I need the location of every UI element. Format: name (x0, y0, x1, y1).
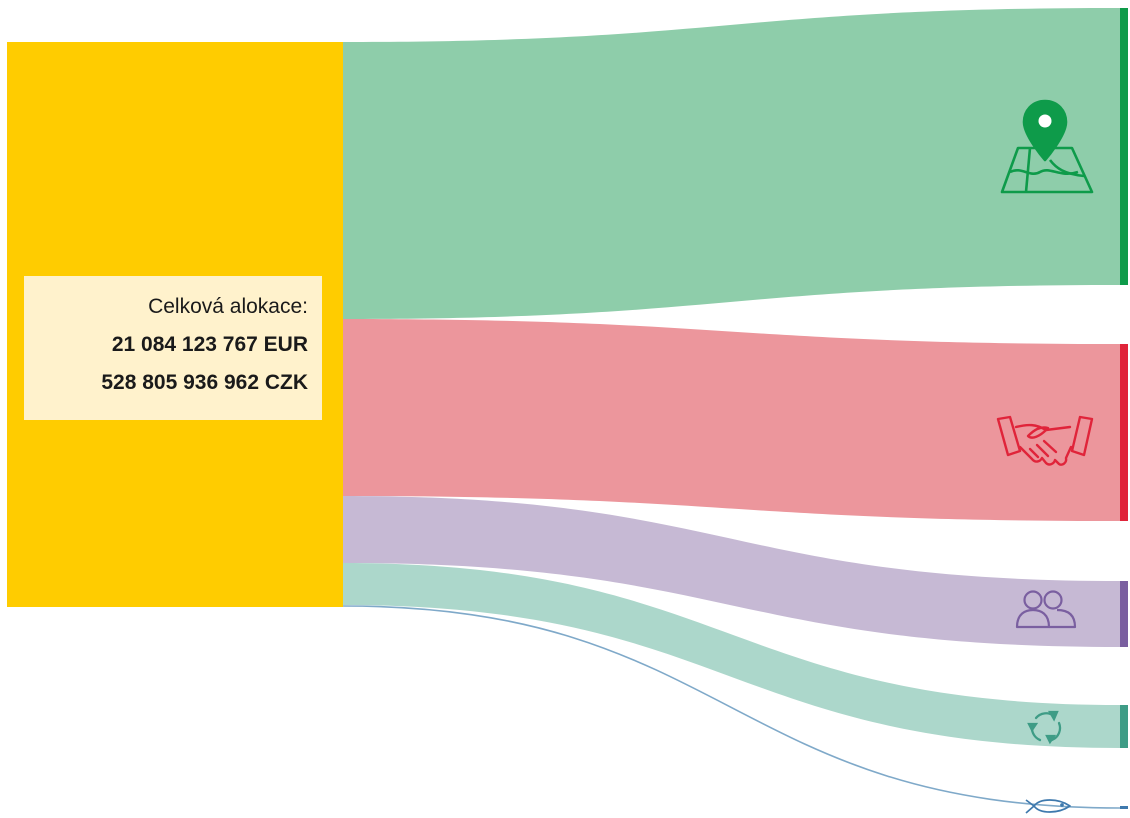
map-pin-icon (1000, 99, 1094, 194)
flow-band-transition (343, 563, 1120, 748)
flow-band-fisheries (342, 605, 1121, 809)
allocation-amount-czk: 528 805 936 962 CZK (101, 371, 308, 394)
target-node-cohesion (1120, 344, 1128, 521)
target-node-regional (1120, 8, 1128, 285)
allocation-amount-eur: 21 084 123 767 EUR (111, 333, 308, 356)
target-node-social (1120, 581, 1128, 647)
target-node-fisheries (1120, 806, 1128, 809)
total-allocation-label: Celková alokace: 21 084 123 767 EUR 528 … (24, 276, 322, 420)
recycle-icon (1027, 710, 1062, 745)
flow-band-social (343, 496, 1120, 647)
allocation-title: Celková alokace: (148, 295, 308, 318)
handshake-icon (996, 415, 1094, 466)
flow-band-regional (343, 8, 1120, 319)
people-icon (1015, 590, 1077, 629)
target-node-transition (1120, 705, 1128, 748)
fish-icon (1025, 799, 1071, 814)
flow-band-cohesion (343, 319, 1120, 521)
